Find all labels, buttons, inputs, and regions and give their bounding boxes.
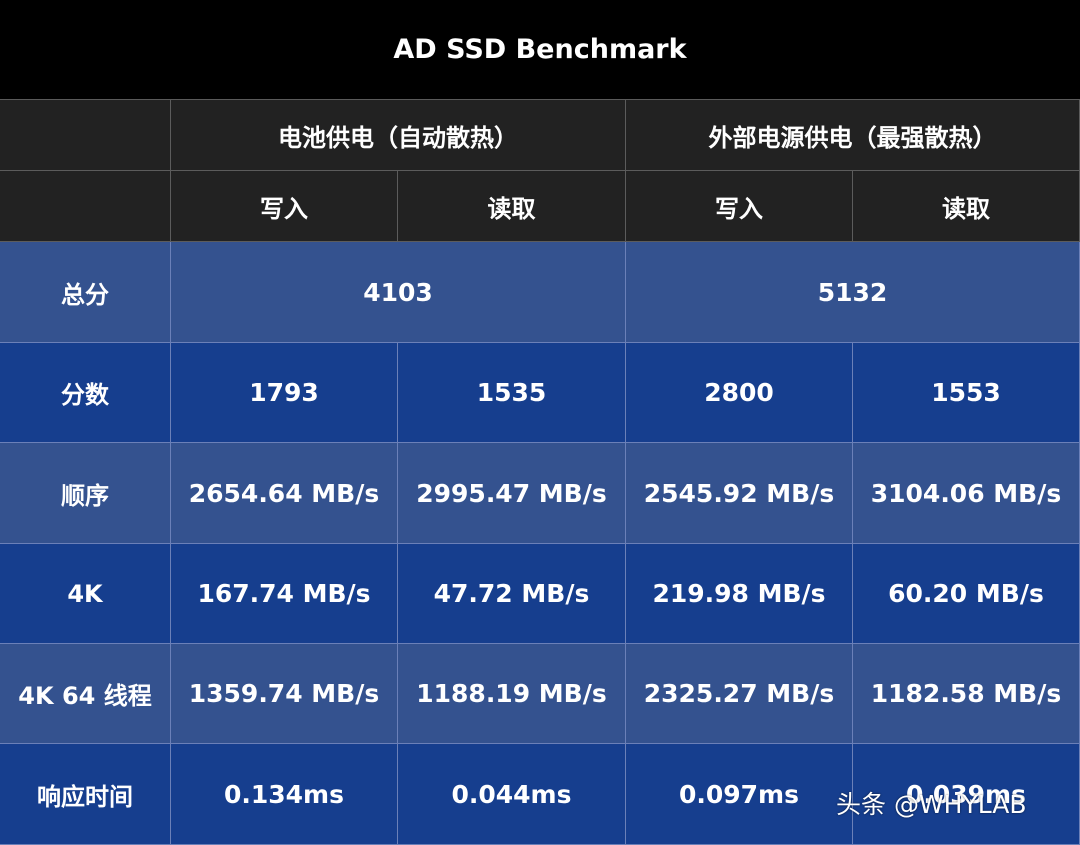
value-cell-sequential: 2995.47 MB/s — [398, 443, 626, 544]
header-corner-cell — [0, 171, 171, 242]
value-cell-4k-64-thread: 1182.58 MB/s — [853, 644, 1080, 744]
table-title: AD SSD Benchmark — [0, 0, 1080, 100]
value-cell-sequential: 3104.06 MB/s — [853, 443, 1080, 544]
sub-column-read: 读取 — [853, 171, 1080, 242]
value-cell-sequential: 2545.92 MB/s — [626, 443, 853, 544]
row-label-total: 总分 — [0, 242, 171, 343]
row-label-4k: 4K — [0, 544, 171, 644]
value-cell-latency: 0.039ms — [853, 744, 1080, 845]
column-group-battery: 电池供电（自动散热） — [171, 100, 626, 171]
value-cell-4k-64-thread: 2325.27 MB/s — [626, 644, 853, 744]
value-cell-latency: 0.134ms — [171, 744, 398, 845]
value-cell-4k-64-thread: 1359.74 MB/s — [171, 644, 398, 744]
total-score-external: 5132 — [626, 242, 1080, 343]
total-score-battery: 4103 — [171, 242, 626, 343]
value-cell-latency: 0.044ms — [398, 744, 626, 845]
value-cell-4k: 219.98 MB/s — [626, 544, 853, 644]
column-group-external-power: 外部电源供电（最强散热） — [626, 100, 1080, 171]
sub-column-write: 写入 — [626, 171, 853, 242]
value-cell-score: 1793 — [171, 343, 398, 443]
watermark-text: 头条 @WHYLAB — [836, 790, 1027, 819]
value-cell-4k-64-thread: 1188.19 MB/s — [398, 644, 626, 744]
row-label-latency: 响应时间 — [0, 744, 171, 845]
value-cell-4k: 167.74 MB/s — [171, 544, 398, 644]
value-cell-score: 2800 — [626, 343, 853, 443]
header-corner-cell — [0, 100, 171, 171]
sub-column-read: 读取 — [398, 171, 626, 242]
row-label-score: 分数 — [0, 343, 171, 443]
value-cell-sequential: 2654.64 MB/s — [171, 443, 398, 544]
value-cell-4k: 47.72 MB/s — [398, 544, 626, 644]
value-cell-score: 1553 — [853, 343, 1080, 443]
value-cell-latency: 0.097ms — [626, 744, 853, 845]
value-cell-4k: 60.20 MB/s — [853, 544, 1080, 644]
value-cell-score: 1535 — [398, 343, 626, 443]
row-label-sequential: 顺序 — [0, 443, 171, 544]
row-label-4k-64-thread: 4K 64 线程 — [0, 644, 171, 744]
sub-column-write: 写入 — [171, 171, 398, 242]
